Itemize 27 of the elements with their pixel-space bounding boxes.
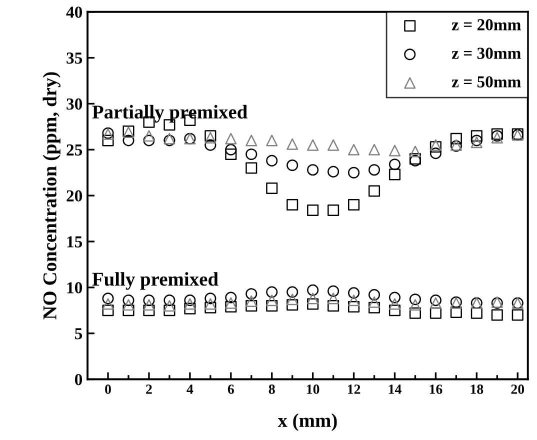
y-tick-label: 40	[66, 6, 82, 18]
legend-label: z = 50mm	[452, 76, 521, 88]
x-tick-label: 18	[470, 384, 484, 394]
y-tick-label: 20	[66, 190, 82, 202]
x-tick-label: 14	[388, 384, 402, 394]
y-tick-label: 35	[66, 52, 82, 64]
x-tick-label: 16	[430, 384, 442, 394]
y-tick-label: 10	[67, 282, 82, 294]
x-tick-label: 8	[268, 384, 275, 394]
y-tick-label: 5	[75, 328, 82, 340]
annotation: Fully premixed	[92, 272, 218, 290]
y-tick-label: 25	[66, 144, 82, 156]
legend-label: z = 20mm	[452, 19, 521, 30]
y-tick-label: 30	[66, 98, 82, 110]
x-tick-label: 2	[146, 384, 152, 394]
y-axis-title: NO Concentration (ppm, dry)	[42, 72, 60, 320]
x-tick-label: 20	[511, 384, 524, 394]
x-tick-label: 6	[228, 384, 234, 394]
y-tick-label: 15	[67, 236, 82, 248]
annotation: Partially premixed	[92, 104, 248, 123]
x-tick-label: 4	[186, 384, 194, 394]
y-tick-label: 0	[74, 374, 82, 386]
x-tick-label: 10	[306, 384, 320, 394]
legend-label: z = 30mm	[452, 48, 521, 59]
x-axis-title: x (mm)	[278, 413, 337, 432]
x-tick-label: 0	[105, 384, 111, 394]
x-tick-label: 12	[348, 384, 360, 394]
